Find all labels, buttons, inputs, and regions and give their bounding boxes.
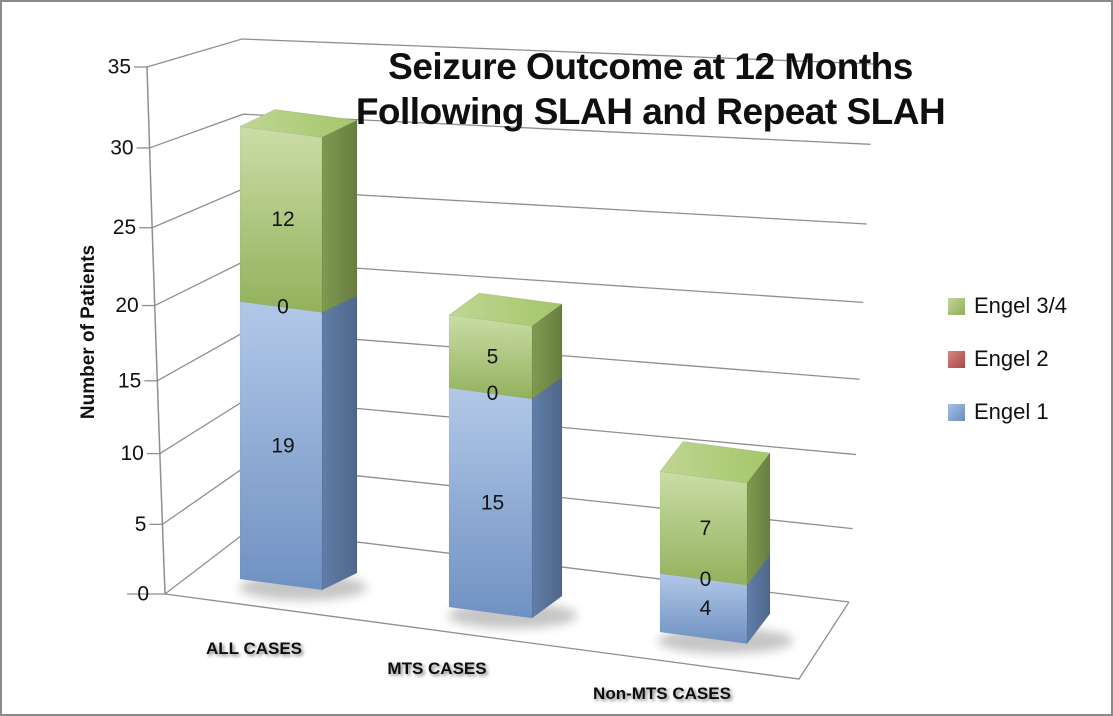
y-tick-label-10: 10 — [120, 442, 143, 465]
y-tick-label-25: 25 — [113, 216, 136, 239]
legend-item-engel-3-4: Engel 3/4 — [948, 293, 1067, 319]
bar-top-engel-3-4 — [448, 292, 563, 327]
legend-item-engel-1: Engel 1 — [948, 399, 1067, 425]
bar-segment-front-engel-1 — [448, 387, 533, 619]
floor-front-edge — [164, 593, 850, 680]
bar-segment-side-engel-1 — [531, 376, 563, 619]
segment-value-label-engel-1: 4 — [700, 597, 712, 620]
gridline-30 — [149, 113, 871, 149]
legend: Engel 3/4 Engel 2 Engel 1 — [948, 293, 1067, 425]
chart-title: Seizure Outcome at 12 Months Following S… — [202, 44, 1099, 134]
y-axis-line — [146, 66, 166, 595]
category-label-all-cases: ALL CASES — [205, 639, 303, 658]
legend-label-engel-3-4: Engel 3/4 — [974, 293, 1067, 318]
segment-value-label-engel-1: 19 — [271, 434, 294, 457]
bar-segment-side-engel-3-4 — [321, 119, 358, 313]
bar-top-engel-3-4 — [238, 109, 359, 138]
legend-swatch-engel-1 — [948, 404, 965, 421]
bar-segment-front-engel-3-4 — [239, 126, 323, 313]
bar-top-engel-3-4 — [659, 441, 771, 484]
segment-value-label-engel-2: 0 — [277, 296, 289, 319]
y-axis-title: Number of Patients — [78, 244, 99, 420]
y-tick-label-35: 35 — [108, 56, 131, 79]
bar-segment-side-engel-1 — [321, 295, 358, 591]
chart-title-line1: Seizure Outcome at 12 Months — [388, 46, 913, 87]
gridline-35 — [146, 38, 875, 68]
y-tick-label-15: 15 — [118, 369, 141, 392]
segment-value-label-engel-1: 15 — [481, 492, 504, 515]
bar-segment-front-engel-3-4 — [659, 471, 748, 586]
legend-label-engel-1: Engel 1 — [974, 399, 1049, 424]
legend-label-engel-2: Engel 2 — [974, 346, 1049, 371]
legend-item-engel-2: Engel 2 — [948, 346, 1067, 372]
y-tick-label-30: 30 — [110, 136, 133, 159]
segment-value-label-engel-3-4: 5 — [487, 346, 499, 369]
segment-value-label-engel-2: 0 — [700, 568, 712, 591]
y-tick-label-5: 5 — [135, 513, 147, 536]
legend-swatch-engel-3-4 — [948, 298, 965, 315]
bar-segment-front-engel-3-4 — [448, 314, 533, 400]
segment-value-label-engel-3-4: 12 — [271, 208, 294, 231]
chart-title-line2: Following SLAH and Repeat SLAH — [355, 91, 946, 132]
y-tick-label-20: 20 — [115, 294, 138, 317]
category-label-mts-cases: MTS CASES — [387, 659, 487, 678]
legend-swatch-engel-2 — [948, 351, 965, 368]
segment-value-label-engel-2: 0 — [487, 382, 499, 405]
y-tick-label-0: 0 — [137, 583, 149, 606]
category-label-non-mts-cases: Non-MTS CASES — [593, 684, 731, 703]
segment-value-label-engel-3-4: 7 — [700, 517, 712, 540]
bar-segment-front-engel-1 — [659, 573, 748, 644]
